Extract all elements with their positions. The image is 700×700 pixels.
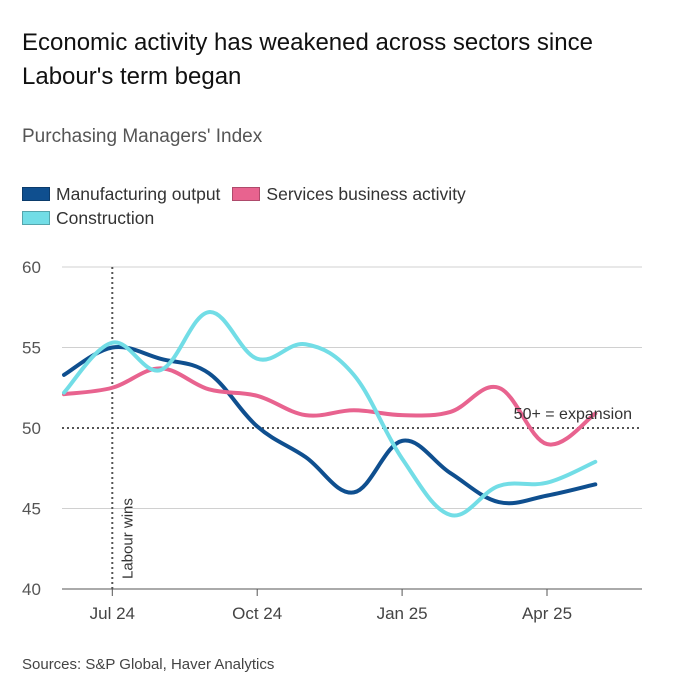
legend-swatch-services: [232, 187, 261, 201]
x-tick-label-jan-25: Jan 25: [377, 604, 428, 623]
chart-subtitle: Purchasing Managers' Index: [22, 126, 263, 147]
y-tick-label-40: 40: [22, 580, 41, 599]
legend-swatch-construction: [22, 211, 50, 225]
x-tick-label-apr-25: Apr 25: [522, 604, 572, 623]
legend: Manufacturing output Services business a…: [22, 182, 662, 230]
x-tick-label-oct-24: Oct 24: [232, 604, 282, 623]
reference-line-label: 50+ = expansion: [514, 406, 632, 423]
y-tick-label-50: 50: [22, 419, 41, 438]
x-tick-label-jul-24: Jul 24: [90, 604, 135, 623]
legend-item-services: Services business activity: [232, 182, 466, 206]
legend-item-construction: Construction: [22, 206, 154, 230]
chart-title: Economic activity has weakened across se…: [22, 29, 593, 90]
legend-label-services: Services business activity: [266, 184, 466, 204]
source-note: Sources: S&P Global, Haver Analytics: [22, 656, 275, 673]
event-marker-label: Labour wins: [119, 498, 136, 579]
series-line-manufacturing: [62, 344, 598, 506]
legend-swatch-manufacturing: [22, 187, 50, 201]
series-line-construction: [62, 310, 598, 518]
legend-label-manufacturing: Manufacturing output: [56, 184, 221, 204]
legend-label-construction: Construction: [56, 208, 155, 228]
legend-item-manufacturing: Manufacturing output: [22, 182, 220, 206]
y-tick-label-45: 45: [22, 500, 41, 519]
y-tick-label-55: 55: [22, 339, 41, 358]
y-tick-label-60: 60: [22, 258, 41, 277]
